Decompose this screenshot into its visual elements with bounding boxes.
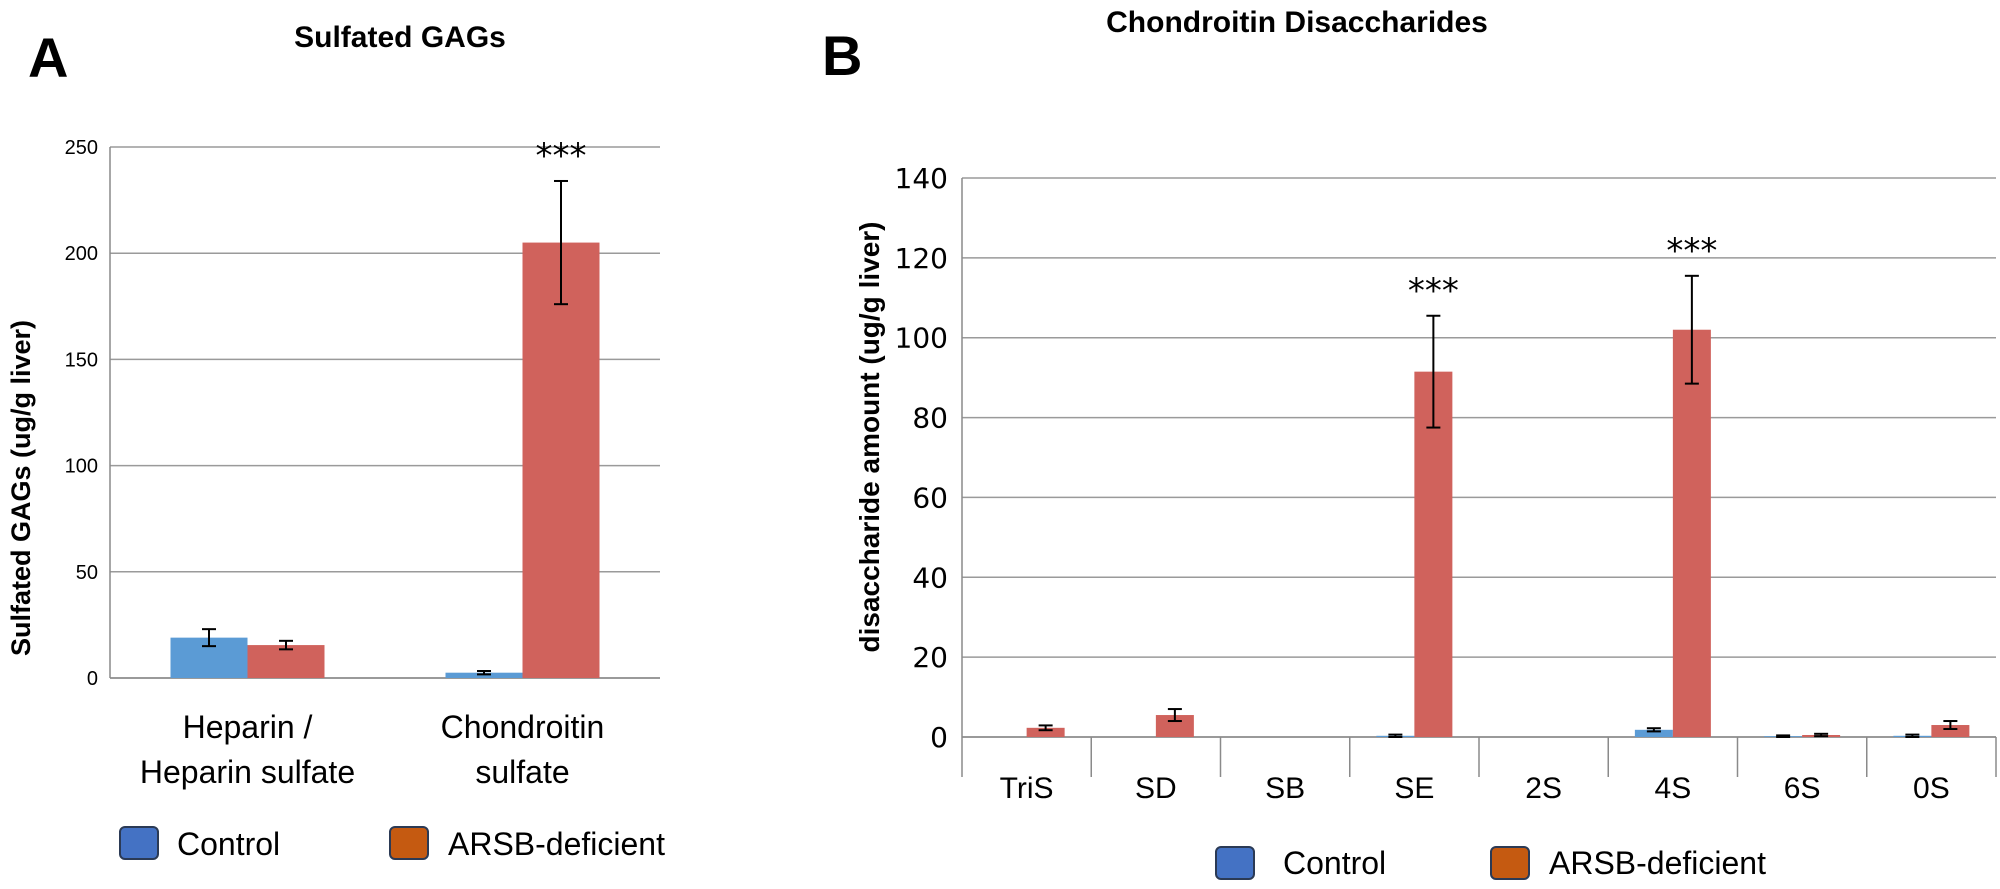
- chart-b-bar-control: [1634, 729, 1673, 737]
- chart-a-ytick-label: 150: [65, 349, 98, 371]
- chart-b-title: Chondroitin Disaccharides: [1106, 6, 1488, 39]
- legend-b-control-swatch: [1215, 846, 1255, 880]
- chart-b-category-label: 0S: [1913, 772, 1950, 805]
- chart-b-category-label: 2S: [1525, 772, 1562, 805]
- chart-b-ylabel: disaccharide amount (ug/g liver): [854, 222, 885, 653]
- chart-b-ytick-label: 40: [912, 561, 948, 594]
- chart-b-bar-arsb: [1026, 727, 1065, 737]
- chart-a-significance-marker: ***: [536, 136, 587, 176]
- chart-b-ytick-label: 100: [895, 322, 948, 355]
- chart-a-ylabel: Sulfated GAGs (ug/g liver): [6, 320, 36, 656]
- legend-a-arsb-label: ARSB-deficient: [448, 826, 665, 862]
- chart-b-bar-arsb: [1414, 371, 1453, 737]
- legend-b-arsb-label: ARSB-deficient: [1549, 845, 1766, 881]
- legend-b: Control ARSB-deficient: [1215, 845, 1766, 881]
- chart-b-ytick-label: 0: [930, 721, 948, 754]
- chart-b-ytick-label: 120: [895, 242, 948, 275]
- chart-b-ytick-label: 80: [912, 402, 948, 435]
- chart-a-ytick-label: 250: [65, 137, 98, 159]
- chart-a-ytick-label: 0: [87, 668, 98, 690]
- chart-b-bar-arsb: [1672, 329, 1711, 737]
- chart-b-category-label: SE: [1394, 772, 1434, 805]
- chart-a-ytick-label: 100: [65, 456, 98, 478]
- chart-b-category-label: 4S: [1655, 772, 1692, 805]
- chart-b: 0 20 40 60 80 100 120 140 TriS SD SB SE 2S 4S 6S 0S *** *…: [895, 162, 1997, 805]
- chart-b-ytick-label: 60: [912, 481, 948, 514]
- panel-letter-a: A: [28, 26, 68, 89]
- chart-a-bar-arsb: [522, 242, 600, 678]
- panel-letter-b: B: [822, 24, 862, 87]
- chart-b-bar-arsb: [1155, 715, 1194, 737]
- legend-b-arsb-swatch: [1490, 846, 1530, 880]
- chart-b-category-label: SD: [1135, 772, 1177, 805]
- chart-a: 0 50 100 150 200 250 Heparin / Heparin sulfate C…: [65, 136, 660, 790]
- chart-b-category-label: SB: [1265, 772, 1305, 805]
- chart-a-category-label: Chondroitin: [441, 709, 605, 745]
- chart-b-category-label: 6S: [1784, 772, 1821, 805]
- chart-b-bar-arsb: [1931, 725, 1970, 737]
- legend-a: Control ARSB-deficient: [119, 826, 665, 862]
- chart-b-ytick-label: 140: [895, 162, 948, 195]
- chart-a-bar-arsb: [247, 645, 325, 678]
- legend-a-arsb-swatch: [389, 826, 429, 860]
- chart-a-ytick-label: 200: [65, 243, 98, 265]
- chart-a-category-label: Heparin sulfate: [140, 754, 355, 790]
- chart-a-ytick-label: 50: [76, 562, 98, 584]
- chart-b-ytick-label: 20: [912, 641, 948, 674]
- chart-b-significance-marker: ***: [1666, 231, 1717, 271]
- chart-b-category-label: TriS: [1000, 772, 1054, 805]
- chart-a-category-label: sulfate: [475, 754, 569, 790]
- legend-a-control-label: Control: [177, 826, 280, 862]
- chart-a-category-label: Heparin /: [183, 709, 313, 745]
- chart-b-significance-marker: ***: [1408, 271, 1459, 311]
- legend-a-control-swatch: [119, 826, 159, 860]
- legend-b-control-label: Control: [1283, 845, 1386, 881]
- chart-a-title: Sulfated GAGs: [294, 21, 506, 54]
